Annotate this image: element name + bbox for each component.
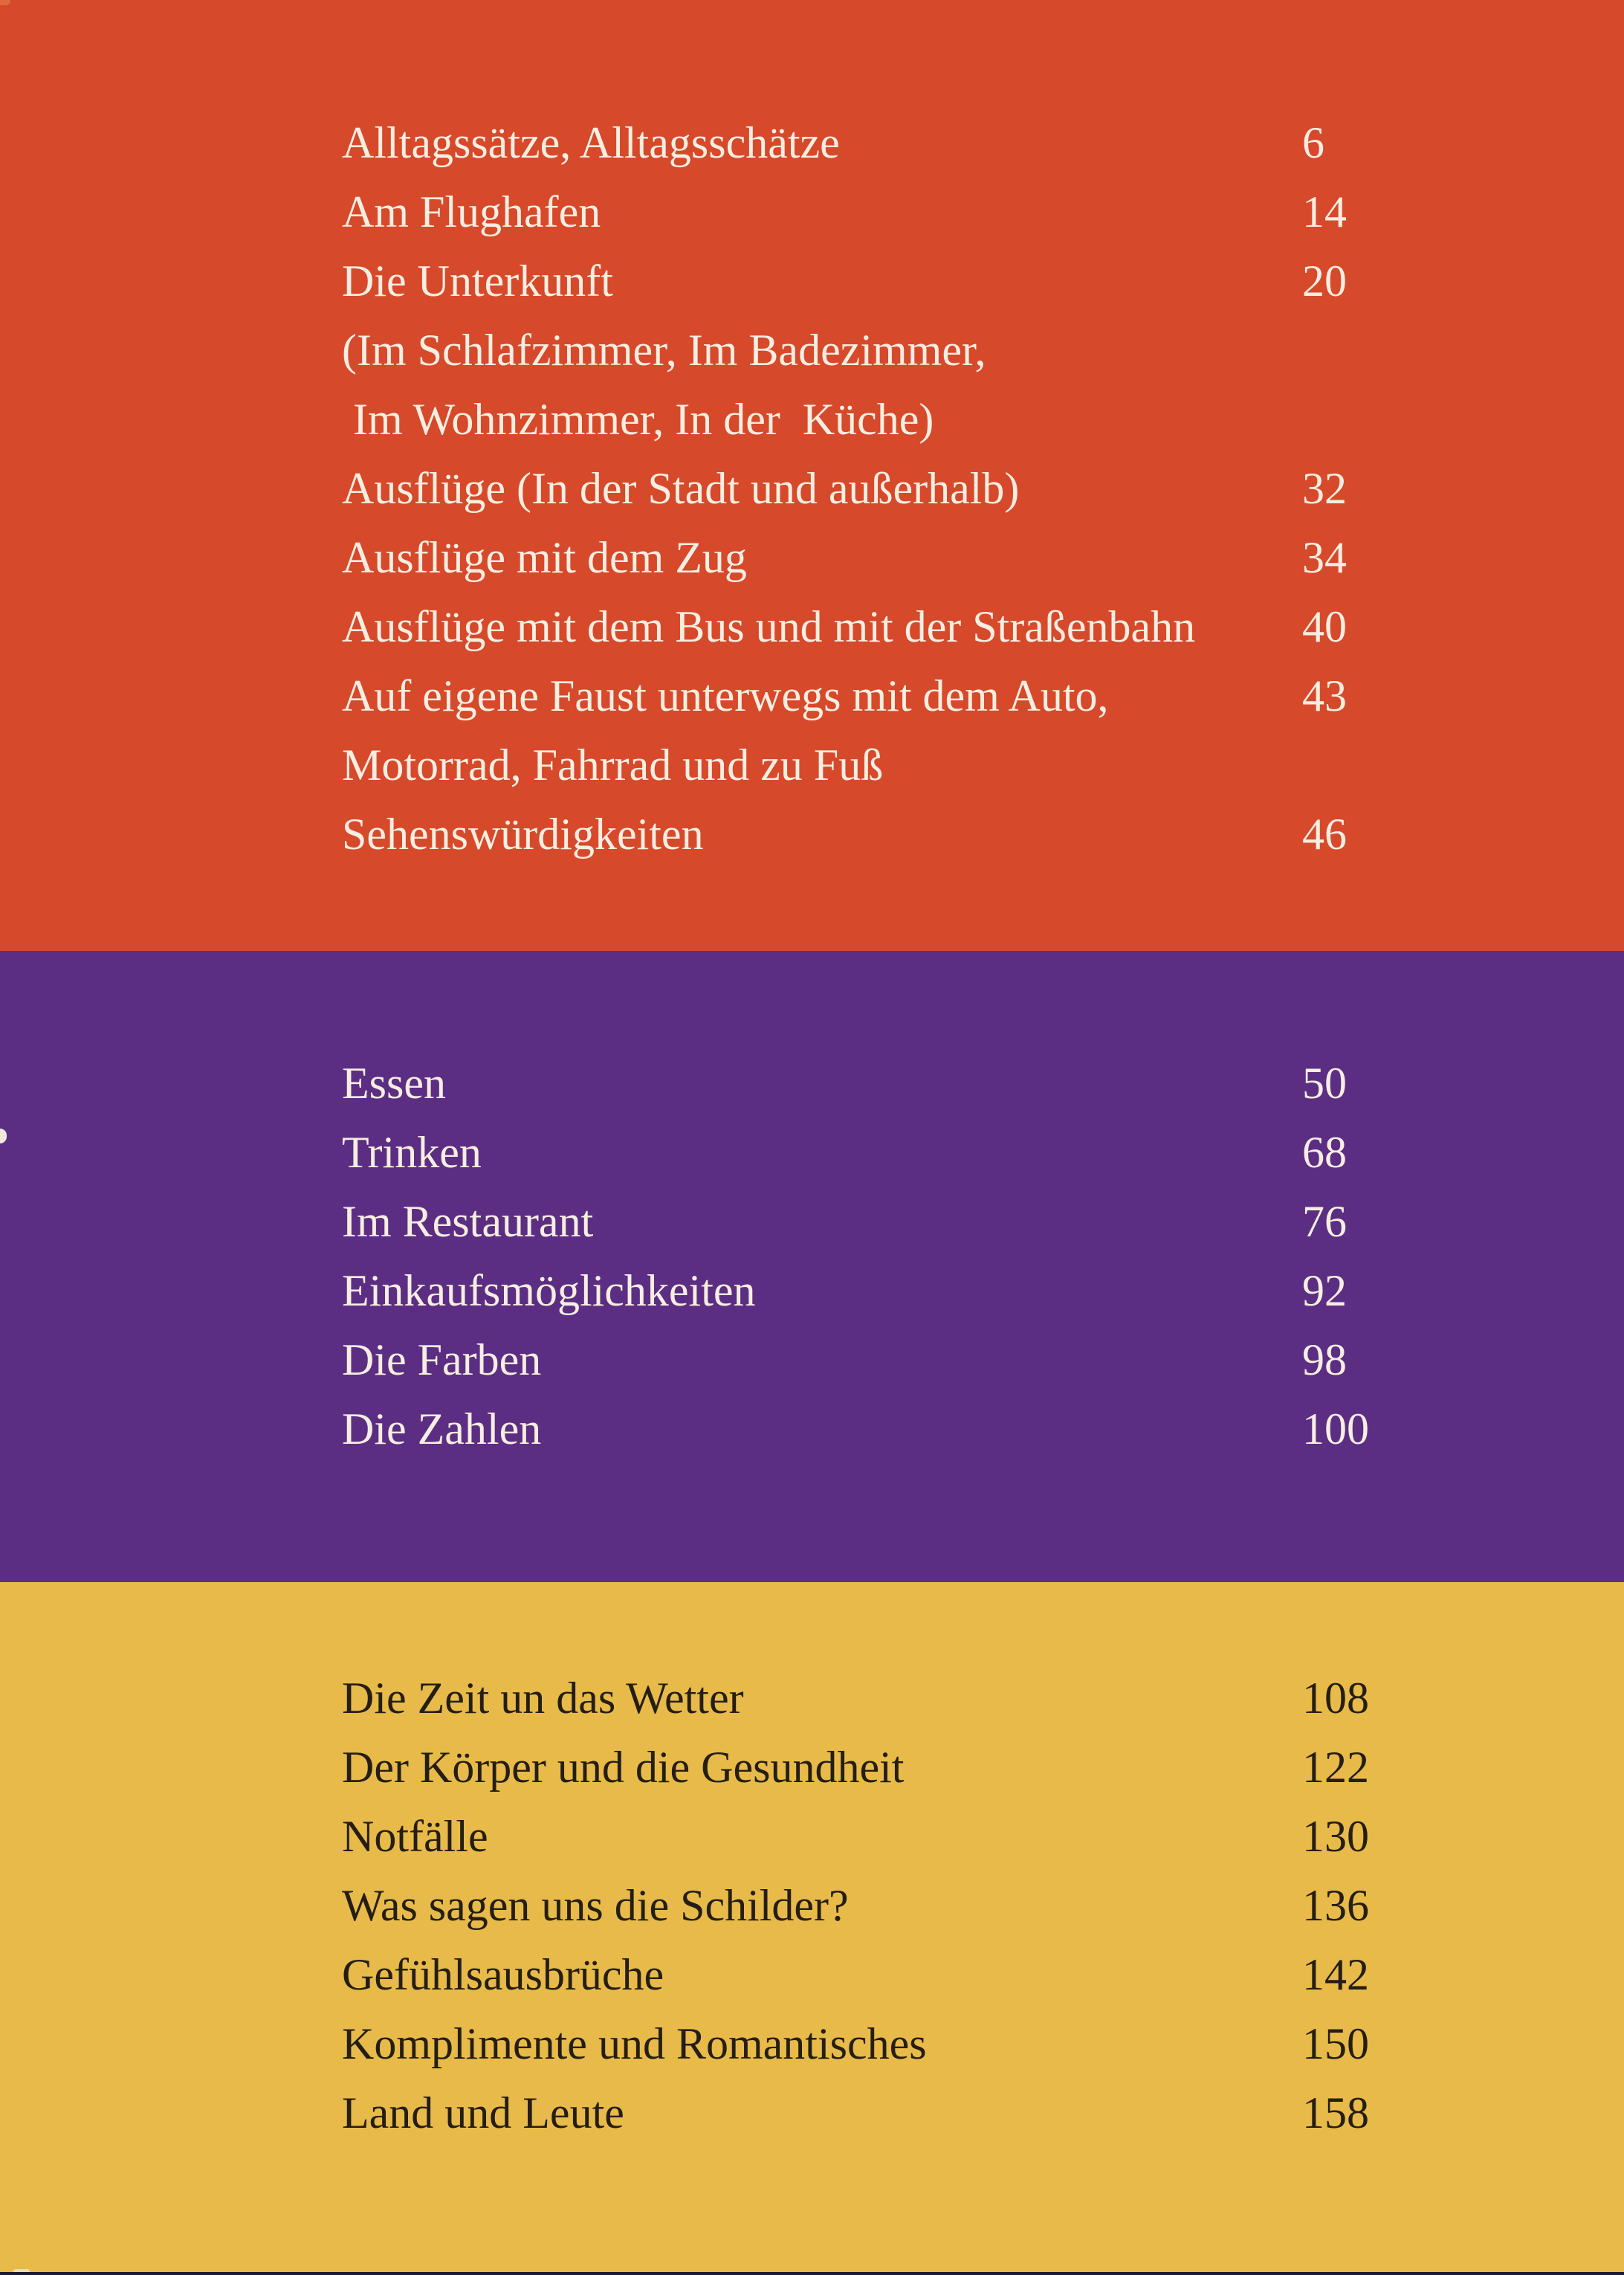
toc-entry-title: Alltagssätze, Alltagsschätze (342, 118, 840, 167)
toc-entry: Die Farben 98 (0, 1326, 1624, 1395)
toc-entry: Land und Leute 158 (0, 2079, 1624, 2148)
toc-entry: Motorrad, Fahrrad und zu Fuß (0, 731, 1624, 800)
toc-entry: Alltagssätze, Alltagsschätze 6 (0, 109, 1624, 178)
toc-entry-title: Der Körper und die Gesundheit (342, 1743, 905, 1792)
toc-section-food-rows: Essen 50 Trinken 68 Im Restaurant 76 Ein… (0, 951, 1624, 1464)
toc-section-daily-life: Die Zeit un das Wetter 108 Der Körper un… (0, 1582, 1624, 2273)
toc-entry-page: 20 (1302, 256, 1347, 306)
toc-entry-title: Sehenswürdigkeiten (342, 810, 704, 859)
toc-entry-page: 32 (1302, 464, 1347, 513)
toc-entry: Trinken 68 (0, 1118, 1624, 1187)
toc-entry-page: 40 (1302, 602, 1347, 651)
toc-entry-title: Am Flughafen (342, 187, 601, 236)
toc-entry-page: 130 (1302, 1812, 1369, 1861)
toc-entry-page: 158 (1302, 2088, 1369, 2137)
toc-entry-title: Ausflüge mit dem Zug (342, 533, 747, 582)
toc-entry-page: 92 (1302, 1266, 1347, 1315)
toc-entry: Die Zeit un das Wetter 108 (0, 1664, 1624, 1733)
toc-entry: Notfälle 130 (0, 1802, 1624, 1871)
toc-entry-title: Im Restaurant (342, 1197, 594, 1246)
toc-entry-title: Die Unterkunft (342, 256, 613, 306)
toc-entry-title: Notfälle (342, 1812, 488, 1861)
toc-entry-page: 46 (1302, 810, 1347, 859)
toc-entry-page: 76 (1302, 1197, 1347, 1246)
toc-entry: Essen 50 (0, 1049, 1624, 1118)
toc-entry-page: 43 (1302, 671, 1347, 720)
toc-entry-title: Die Zahlen (342, 1404, 542, 1453)
toc-entry: Komplimente und Romantisches 150 (0, 2010, 1624, 2079)
toc-entry: Am Flughafen 14 (0, 178, 1624, 247)
toc-entry-title: Die Zeit un das Wetter (342, 1674, 744, 1723)
toc-entry-title: Einkaufsmöglichkeiten (342, 1266, 756, 1315)
toc-entry-page: 142 (1302, 1950, 1369, 1999)
toc-entry: Die Zahlen 100 (0, 1395, 1624, 1464)
toc-entry-title: Ausflüge (In der Stadt und außerhalb) (342, 464, 1020, 513)
toc-entry-page: 98 (1302, 1335, 1347, 1384)
toc-entry-page: 14 (1302, 187, 1347, 236)
toc-entry: Sehenswürdigkeiten 46 (0, 800, 1624, 869)
toc-section-travel-rows: Alltagssätze, Alltagsschätze 6 Am Flugha… (0, 0, 1624, 869)
toc-entry-title: Im Wohnzimmer, In der Küche) (342, 395, 934, 444)
toc-entry-title: (Im Schlafzimmer, Im Badezimmer, (342, 326, 986, 375)
toc-entry-page: 122 (1302, 1743, 1369, 1792)
toc-section-daily-rows: Die Zeit un das Wetter 108 Der Körper un… (0, 1582, 1624, 2148)
toc-entry: Im Wohnzimmer, In der Küche) (0, 385, 1624, 454)
toc-entry-page: 136 (1302, 1881, 1369, 1930)
toc-entry-title: Land und Leute (342, 2088, 624, 2137)
toc-entry-page: 108 (1302, 1674, 1369, 1723)
toc-entry: Die Unterkunft 20 (0, 247, 1624, 316)
toc-entry-page: 6 (1302, 118, 1324, 167)
toc-entry-page: 100 (1302, 1404, 1369, 1453)
toc-entry-title: Motorrad, Fahrrad und zu Fuß (342, 740, 884, 790)
toc-entry: Einkaufsmöglichkeiten 92 (0, 1256, 1624, 1326)
scan-artifact-top-left (0, 0, 10, 5)
toc-section-food-shopping: Essen 50 Trinken 68 Im Restaurant 76 Ein… (0, 951, 1624, 1582)
toc-entry: Gefühlsausbrüche 142 (0, 1940, 1624, 2010)
toc-entry-page: 68 (1302, 1128, 1347, 1177)
toc-entry-page: 50 (1302, 1059, 1347, 1108)
toc-entry: Auf eigene Faust unterwegs mit dem Auto,… (0, 662, 1624, 731)
toc-entry: Ausflüge mit dem Zug 34 (0, 523, 1624, 593)
scan-artifact-left-edge (0, 1129, 7, 1143)
toc-entry-title: Die Farben (342, 1335, 542, 1384)
toc-entry: Ausflüge mit dem Bus und mit der Straßen… (0, 593, 1624, 662)
toc-entry: Was sagen uns die Schilder? 136 (0, 1871, 1624, 1940)
toc-entry-title: Trinken (342, 1128, 482, 1177)
toc-entry-title: Komplimente und Romantisches (342, 2019, 927, 2068)
toc-entry-page: 150 (1302, 2019, 1369, 2068)
toc-entry-title: Essen (342, 1059, 446, 1108)
toc-entry-page: 34 (1302, 533, 1347, 582)
toc-entry-title: Ausflüge mit dem Bus und mit der Straßen… (342, 602, 1196, 651)
toc-section-travel: Alltagssätze, Alltagsschätze 6 Am Flugha… (0, 0, 1624, 951)
toc-entry: (Im Schlafzimmer, Im Badezimmer, (0, 316, 1624, 385)
toc-entry: Im Restaurant 76 (0, 1187, 1624, 1256)
bottom-edge-strip (0, 2272, 1624, 2275)
toc-entry-title: Gefühlsausbrüche (342, 1950, 664, 1999)
toc-entry-title: Auf eigene Faust unterwegs mit dem Auto, (342, 671, 1109, 720)
toc-entry-title: Was sagen uns die Schilder? (342, 1881, 849, 1930)
toc-entry: Der Körper und die Gesundheit 122 (0, 1733, 1624, 1802)
toc-entry: Ausflüge (In der Stadt und außerhalb) 32 (0, 454, 1624, 523)
